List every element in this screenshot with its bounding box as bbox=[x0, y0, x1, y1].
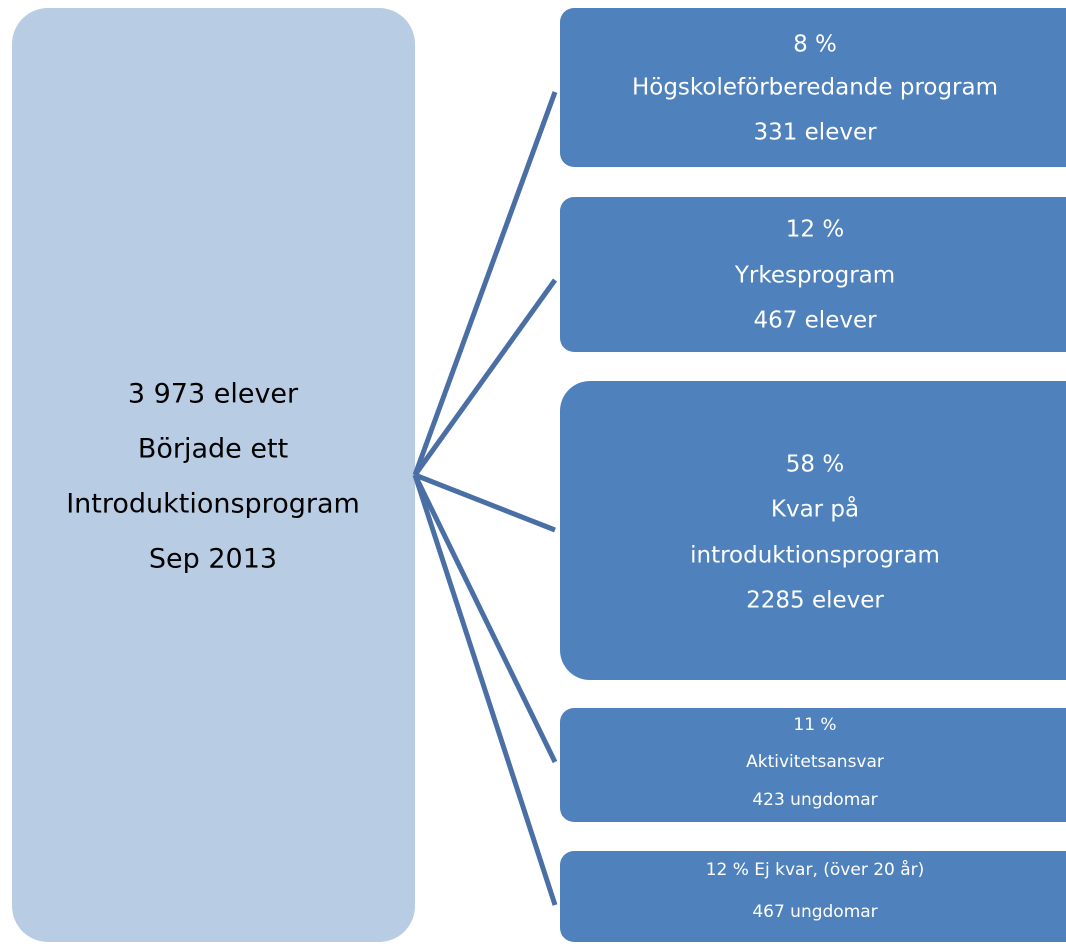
target-text: 58 % bbox=[786, 452, 844, 478]
source-box bbox=[12, 8, 415, 942]
target-text: 2285 elever bbox=[746, 588, 884, 614]
target-text: 467 elever bbox=[753, 308, 877, 334]
source-text: 3 973 elever bbox=[128, 379, 299, 410]
target-text: 423 ungdomar bbox=[752, 790, 877, 810]
connector bbox=[412, 91, 558, 476]
target-text: 8 % bbox=[793, 32, 837, 58]
target-box bbox=[560, 708, 1066, 822]
target-text: 12 % bbox=[786, 217, 844, 243]
target-text: Högskoleförberedande program bbox=[632, 75, 998, 101]
target-text: 467 ungdomar bbox=[752, 902, 877, 922]
target-box bbox=[560, 8, 1066, 167]
target-text: Yrkesprogram bbox=[734, 263, 895, 289]
source-text: Sep 2013 bbox=[149, 544, 277, 575]
connector bbox=[412, 474, 558, 906]
target-text: Aktivitetsansvar bbox=[746, 752, 884, 772]
target-text: introduktionsprogram bbox=[690, 543, 940, 569]
target-text: 331 elever bbox=[753, 120, 877, 146]
target-box bbox=[560, 381, 1066, 680]
connector bbox=[412, 473, 558, 764]
target-text: Kvar på bbox=[771, 495, 859, 523]
target-text: 12 % Ej kvar, (över 20 år) bbox=[706, 859, 925, 880]
target-text: 11 % bbox=[793, 715, 836, 735]
source-text: Började ett bbox=[138, 434, 288, 465]
connectors bbox=[412, 91, 558, 906]
connector bbox=[412, 278, 558, 477]
target-box bbox=[560, 197, 1066, 352]
source-text: Introduktionsprogram bbox=[66, 489, 360, 520]
connector bbox=[414, 472, 556, 533]
target-box bbox=[560, 851, 1066, 942]
